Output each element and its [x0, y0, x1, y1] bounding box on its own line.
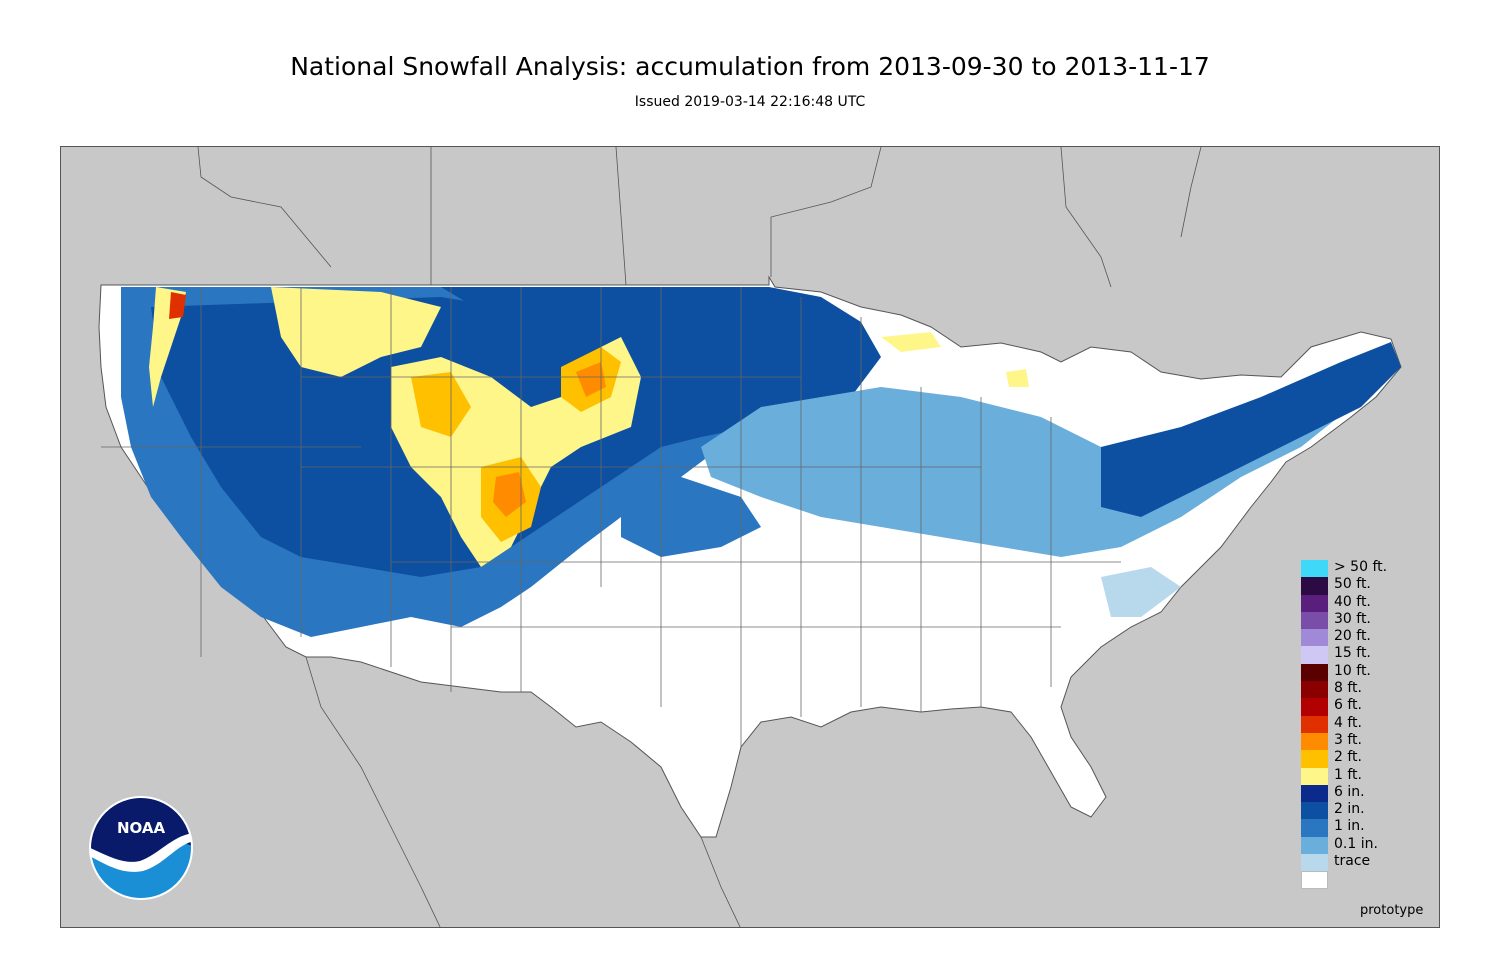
- snow-1ft-montana: [271, 287, 441, 377]
- legend-label: > 50 ft.: [1334, 559, 1388, 575]
- legend-label: 6 in.: [1334, 783, 1365, 800]
- legend-item: 6 ft.: [1301, 697, 1411, 716]
- legend-item: > 50 ft.: [1301, 559, 1411, 578]
- snowfall-legend: > 50 ft. 50 ft. 40 ft. 30 ft. 20 ft. 15 ft. 10…: [1301, 560, 1411, 889]
- legend-item: 10 ft.: [1301, 662, 1411, 682]
- legend-item: [1301, 871, 1411, 889]
- legend-item: 40 ft.: [1301, 593, 1411, 612]
- legend-item: 4 ft.: [1301, 714, 1411, 733]
- snow-3ft-wyoming: [576, 362, 606, 397]
- snow-4ft-montana: [169, 292, 186, 319]
- legend-label: 15 ft.: [1334, 645, 1371, 662]
- legend-label: 50 ft.: [1334, 576, 1371, 593]
- legend-label: 8 ft.: [1334, 680, 1362, 697]
- legend-item: 20 ft.: [1301, 628, 1411, 647]
- state-boundaries: [101, 287, 1121, 747]
- noaa-logo-text: NOAA: [117, 819, 166, 837]
- international-boundaries: [197, 147, 1202, 927]
- legend-swatch: [1301, 646, 1328, 664]
- legend-swatch: [1301, 750, 1328, 768]
- noaa-logo: NOAA: [89, 796, 193, 900]
- issued-timestamp: Issued 2019-03-14 22:16:48 UTC: [634, 94, 866, 110]
- legend-label: 30 ft.: [1334, 610, 1371, 627]
- snow-3ft-colorado: [493, 472, 526, 517]
- legend-item: 2 in.: [1301, 801, 1411, 820]
- snow-region-northeast: [1101, 342, 1401, 517]
- legend-label: 10 ft.: [1334, 662, 1371, 679]
- legend-swatch: [1301, 681, 1328, 699]
- legend-swatch: [1301, 767, 1328, 785]
- legend-swatch: [1301, 819, 1328, 837]
- legend-item: 15 ft.: [1301, 645, 1411, 664]
- snow-1ft-lower-michigan: [1006, 369, 1029, 387]
- legend-item: 8 ft.: [1301, 680, 1411, 699]
- legend-swatch: [1301, 698, 1328, 716]
- snow-region-kansas: [621, 477, 761, 557]
- snow-region-trace-south: [1101, 567, 1181, 617]
- legend-item: 0.1 in.: [1301, 835, 1411, 855]
- legend-swatch: [1301, 663, 1328, 682]
- legend-item: 2 ft.: [1301, 749, 1411, 768]
- legend-label: 2 ft.: [1334, 749, 1362, 766]
- legend-label: trace: [1334, 853, 1371, 870]
- legend-label: 6 ft.: [1334, 697, 1362, 714]
- legend-swatch: [1301, 577, 1328, 595]
- legend-swatch: [1301, 732, 1328, 751]
- legend-label: 1 ft.: [1334, 766, 1362, 783]
- legend-swatch: [1301, 560, 1328, 578]
- snow-1ft-upper-michigan: [881, 332, 941, 352]
- legend-swatch: [1301, 871, 1328, 889]
- legend-swatch: [1301, 802, 1328, 820]
- legend-label: 1 in.: [1334, 818, 1365, 835]
- legend-swatch: [1301, 784, 1328, 803]
- legend-label: 3 ft.: [1334, 731, 1362, 748]
- legend-swatch: [1301, 594, 1328, 612]
- legend-swatch: [1301, 854, 1328, 872]
- legend-swatch: [1301, 629, 1328, 647]
- legend-label: 4 ft.: [1334, 714, 1362, 731]
- snow-2ft-idaho: [411, 372, 471, 437]
- legend-label: 40 ft.: [1334, 593, 1371, 610]
- snow-region-midwest: [701, 367, 1381, 557]
- legend-item: trace: [1301, 853, 1411, 872]
- prototype-label: prototype: [1360, 903, 1424, 918]
- legend-swatch: [1301, 611, 1328, 630]
- legend-item: 3 ft.: [1301, 731, 1411, 751]
- legend-item: 50 ft.: [1301, 576, 1411, 595]
- legend-item: 6 in.: [1301, 783, 1411, 803]
- legend-swatch: [1301, 836, 1328, 855]
- legend-label: 20 ft.: [1334, 628, 1371, 645]
- legend-item: 1 ft.: [1301, 766, 1411, 785]
- map-canvas: [98, 147, 1402, 927]
- legend-item: 30 ft.: [1301, 610, 1411, 630]
- map-title: National Snowfall Analysis: accumulation…: [290, 52, 1210, 81]
- snowfall-map: [60, 146, 1440, 928]
- legend-label: 2 in.: [1334, 801, 1365, 818]
- legend-swatch: [1301, 715, 1328, 733]
- legend-label: 0.1 in.: [1334, 835, 1378, 852]
- legend-item: 1 in.: [1301, 818, 1411, 837]
